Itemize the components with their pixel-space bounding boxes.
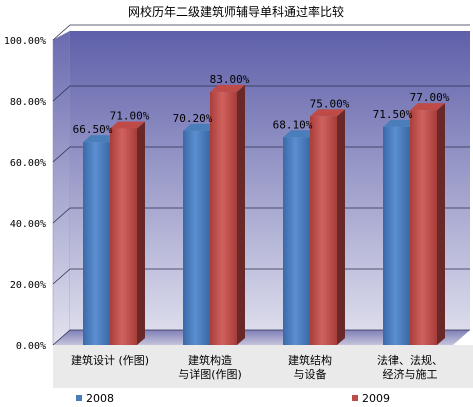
legend-swatch-2009 bbox=[352, 395, 358, 401]
bar-top bbox=[283, 130, 318, 138]
y-tick-label: 80.00% bbox=[10, 97, 46, 108]
bar-top bbox=[210, 84, 245, 92]
bar-top bbox=[110, 121, 145, 129]
data-label-2009-4: 77.00% bbox=[410, 91, 450, 104]
chart-title: 网校历年二级建筑师辅导单科通过率比较 bbox=[128, 4, 344, 19]
y-axis: 0.00% 20.00% 40.00% 60.00% 80.00% 100.00% bbox=[4, 36, 46, 352]
x-category-label: 建筑设计 (作图) bbox=[71, 353, 149, 367]
bar-front bbox=[383, 126, 410, 345]
bar-2009-4 bbox=[410, 103, 445, 346]
y-tick-label: 100.00% bbox=[4, 36, 46, 47]
data-label-2009-1: 71.00% bbox=[110, 109, 150, 122]
data-label-2009-2: 83.00% bbox=[210, 73, 250, 86]
data-label-2008-3: 68.10% bbox=[273, 118, 313, 131]
bar-front bbox=[283, 137, 310, 345]
y-tick-label: 60.00% bbox=[10, 158, 46, 169]
bars bbox=[83, 84, 445, 346]
bar-2009-1 bbox=[110, 121, 145, 345]
bar-2009-3 bbox=[310, 109, 345, 345]
plot-background bbox=[52, 30, 470, 346]
x-category-label: 建筑构造与详图(作图) bbox=[178, 353, 242, 381]
legend-label-2008: 2008 bbox=[86, 392, 114, 405]
bar-front bbox=[410, 110, 437, 346]
bar-top bbox=[383, 119, 418, 127]
bar-side bbox=[137, 121, 145, 345]
side-wall bbox=[52, 30, 71, 346]
data-label-2009-3: 75.00% bbox=[310, 97, 350, 110]
y-tick-label: 40.00% bbox=[10, 219, 46, 230]
chart-title-text: 网校历年二级建筑师辅导单科通过率比较 bbox=[128, 4, 344, 19]
gridline bbox=[52, 24, 470, 41]
gridline bbox=[52, 85, 470, 102]
bar-side bbox=[237, 84, 245, 345]
bar-top bbox=[183, 123, 218, 131]
bar-front bbox=[210, 91, 237, 345]
x-category-label: 法律、法规、经济与施工 bbox=[377, 353, 443, 381]
bar-side bbox=[437, 103, 445, 346]
data-labels: 66.50% 70.20% 68.10% 71.50% 71.00% 83.00% 75.0… bbox=[73, 73, 450, 136]
bar-front bbox=[183, 130, 210, 345]
bar-top bbox=[83, 135, 118, 143]
data-label-2008-1: 66.50% bbox=[73, 123, 113, 136]
bar-front bbox=[83, 142, 110, 345]
y-tick-label: 0.00% bbox=[16, 341, 46, 352]
bar-top bbox=[310, 109, 345, 117]
legend-label-2009: 2009 bbox=[362, 392, 390, 405]
x-axis-band bbox=[53, 345, 473, 388]
legend-background bbox=[0, 388, 473, 407]
bar-2009-2 bbox=[210, 84, 245, 345]
legend-swatch-2008 bbox=[76, 395, 82, 401]
x-axis-categories: 建筑设计 (作图) 建筑构造与详图(作图) 建筑结构与设备 法律、法规、经济与施工 bbox=[71, 353, 443, 381]
x-category-label: 建筑结构与设备 bbox=[288, 353, 332, 381]
bar-front bbox=[110, 128, 137, 345]
bar-front bbox=[310, 116, 337, 345]
data-label-2008-2: 70.20% bbox=[173, 112, 213, 125]
y-tick-label: 20.00% bbox=[10, 280, 46, 291]
data-label-2008-4: 71.50% bbox=[373, 108, 413, 121]
bar-side bbox=[337, 109, 345, 345]
legend: 2008 2009 bbox=[0, 388, 473, 407]
back-wall bbox=[70, 31, 470, 330]
floor bbox=[53, 330, 470, 345]
bar-top bbox=[410, 103, 445, 111]
